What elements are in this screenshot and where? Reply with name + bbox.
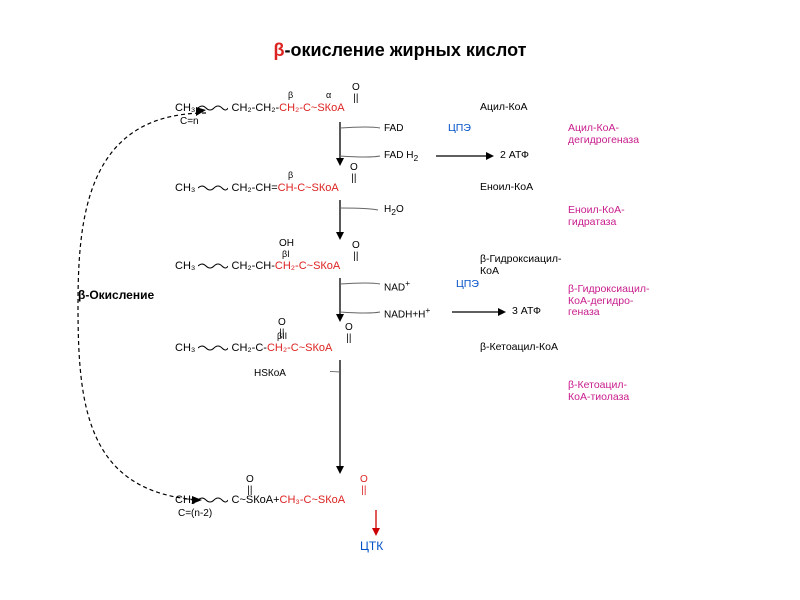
s4-lead: CH₃	[175, 342, 195, 354]
s1-below: C=n	[180, 116, 199, 127]
s3-mid: CH₂-CH-	[232, 260, 275, 272]
wavy-4	[198, 344, 228, 352]
s5-below: C=(n-2)	[178, 508, 212, 519]
cof-h2o: H2O	[384, 204, 404, 217]
s4-active: CH₂-C~SКoA	[267, 342, 332, 354]
cof-fadh2: FAD H2	[384, 150, 418, 163]
wavy-5	[198, 496, 228, 504]
ctk-label: ЦТК	[360, 540, 383, 553]
greek-beta-2: β	[288, 170, 293, 180]
s2-lead: CH₃	[175, 182, 195, 194]
s2-active: CH-C~SКoA	[278, 182, 339, 194]
s5-active: CH₃-C~SКoA	[280, 494, 346, 506]
s3-active: CH₂-C~SКoA	[275, 260, 340, 272]
cof-fad: FAD	[384, 123, 403, 134]
s5-mid: C~SКoA+	[232, 494, 280, 506]
dblO-3: O||	[352, 240, 360, 262]
arrow-1	[330, 120, 518, 170]
s1-enzyme: Ацил-КoA- дегидрогеназа	[568, 123, 639, 146]
dblO-5a: O||	[246, 474, 254, 496]
dblO-4b: O||	[345, 322, 353, 344]
cpe-1: ЦПЭ	[448, 123, 471, 135]
dblO-1: O||	[352, 82, 360, 104]
greek-alpha-1: α	[326, 90, 331, 100]
cof-nadh: NADH+H+	[384, 306, 430, 320]
s4-enzyme: β-Кетоацил- КoA-тиолаза	[568, 380, 629, 403]
s1-lead: CH₃	[175, 102, 195, 114]
title-beta: β	[274, 40, 285, 60]
s2-mid: CH₂-CH=	[232, 182, 278, 194]
s3-name: β-Гидроксиацил- КoA	[480, 254, 561, 277]
atp-2: 2 АТФ	[500, 150, 529, 162]
s2-name: Еноил-КoA	[480, 182, 533, 194]
greek-betaI: βI	[282, 249, 290, 259]
title-rest: -окисление жирных кислот	[285, 40, 527, 60]
wavy-2	[198, 184, 228, 192]
s4-mid: CH₂-C-	[232, 342, 267, 354]
recycle-arrow	[68, 105, 208, 515]
cof-hskoa: HSКoA	[254, 368, 286, 379]
diagram-title: β-окисление жирных кислот	[0, 40, 800, 61]
dblO-2: O||	[350, 162, 358, 184]
arrow-to-ctk	[366, 510, 386, 540]
s1-active: CH₂-C~SКoA	[279, 102, 344, 114]
s2-enzyme: Еноил-КoA- гидратаза	[568, 205, 625, 228]
cof-nad: NAD+	[384, 279, 410, 293]
s4-name: β-Кетоацил-КoA	[480, 342, 558, 354]
s1-mid: CH₂-CH₂-	[232, 102, 280, 114]
wavy-1	[198, 104, 228, 112]
side-label-beta-oxidation: β-Окисление	[78, 288, 154, 302]
atp-3: 3 АТФ	[512, 306, 541, 318]
s5-lead: CH₃	[175, 494, 195, 506]
s3-enzyme: β-Гидроксиацил- КoA-дегидро- геназа	[568, 284, 649, 319]
cpe-2: ЦПЭ	[456, 279, 479, 291]
dblO-4a: O||	[278, 317, 286, 339]
wavy-3	[198, 262, 228, 270]
oh-s3: OH	[279, 238, 294, 249]
arrow-4	[330, 358, 410, 478]
greek-beta-1: β	[288, 90, 293, 100]
s3-lead: CH₃	[175, 260, 195, 272]
s1-name: Ацил-КoA	[480, 102, 527, 114]
dblO-5b: O||	[360, 474, 368, 496]
